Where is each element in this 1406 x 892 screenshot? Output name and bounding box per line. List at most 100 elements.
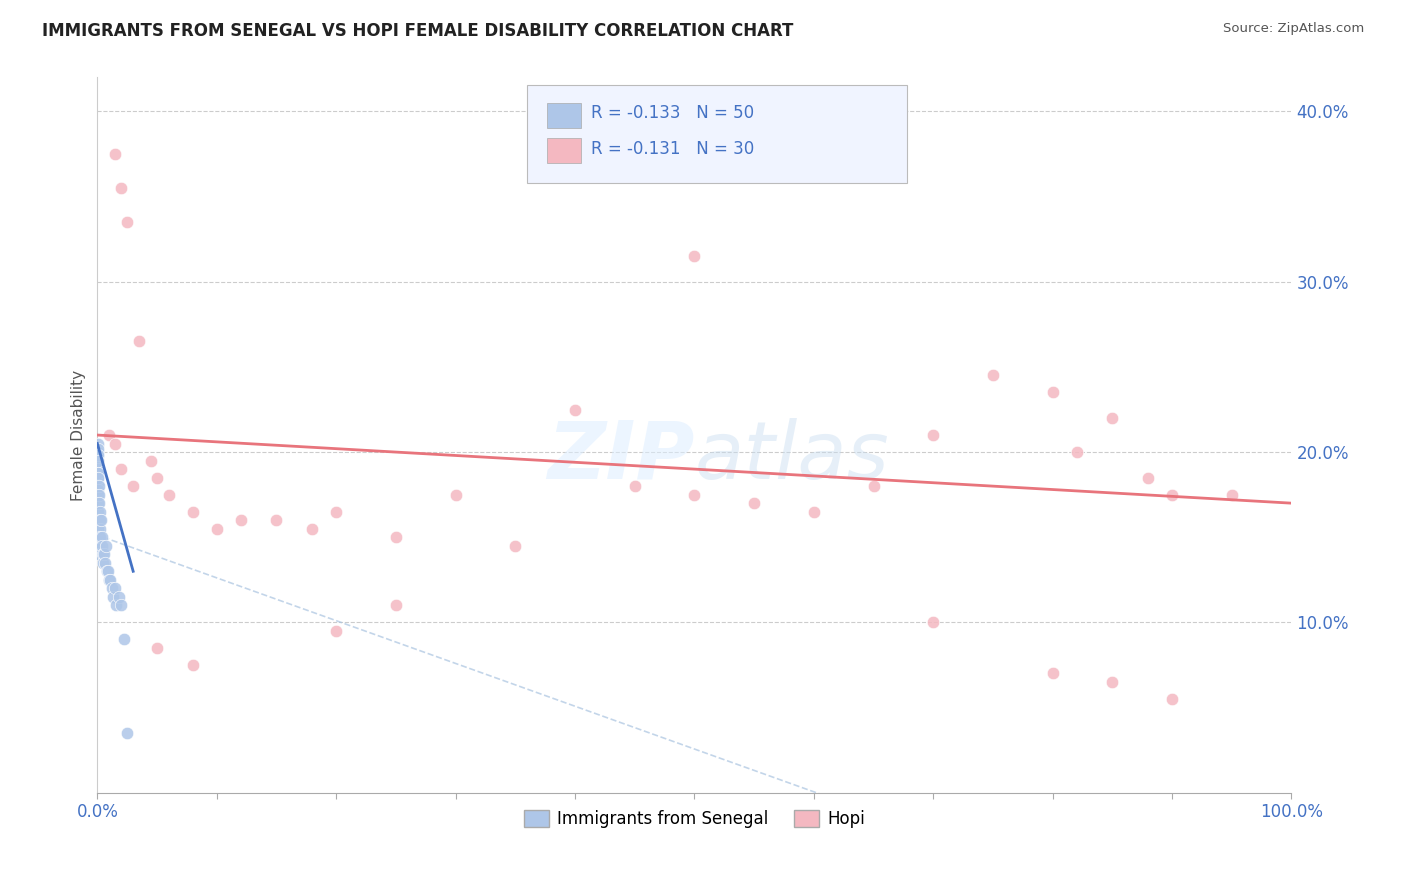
Point	[862, 479, 884, 493]
Point	[1101, 675, 1123, 690]
Point	[87, 453, 110, 467]
Point	[110, 599, 132, 613]
Point	[87, 442, 110, 456]
Point	[205, 522, 228, 536]
Point	[98, 573, 121, 587]
Point	[105, 599, 128, 613]
Point	[115, 215, 138, 229]
Point	[86, 445, 108, 459]
Point	[444, 488, 467, 502]
Point	[89, 522, 111, 536]
Point	[87, 462, 110, 476]
Point	[89, 530, 111, 544]
Point	[325, 505, 347, 519]
Point	[1042, 385, 1064, 400]
Point	[1101, 411, 1123, 425]
Point	[922, 428, 945, 442]
Point	[94, 539, 117, 553]
Point	[89, 547, 111, 561]
Point	[100, 573, 122, 587]
Point	[1220, 488, 1243, 502]
Point	[91, 556, 114, 570]
Point	[146, 640, 169, 655]
Text: R = -0.131   N = 30: R = -0.131 N = 30	[591, 140, 754, 158]
Point	[87, 449, 110, 463]
Point	[181, 505, 204, 519]
Point	[1137, 470, 1160, 484]
Point	[683, 488, 706, 502]
Point	[86, 466, 108, 480]
Point	[683, 249, 706, 263]
Text: atlas: atlas	[695, 417, 889, 495]
Point	[104, 436, 127, 450]
Point	[623, 479, 645, 493]
Point	[86, 436, 108, 450]
Text: R = -0.133   N = 50: R = -0.133 N = 50	[591, 104, 754, 122]
Point	[503, 539, 526, 553]
Point	[1066, 445, 1088, 459]
Point	[87, 522, 110, 536]
Point	[325, 624, 347, 638]
Point	[104, 147, 127, 161]
Point	[86, 458, 108, 473]
Point	[96, 564, 118, 578]
Point	[97, 564, 120, 578]
Point	[803, 505, 825, 519]
Point	[91, 539, 114, 553]
Point	[110, 181, 132, 195]
Text: Source: ZipAtlas.com: Source: ZipAtlas.com	[1223, 22, 1364, 36]
Point	[922, 615, 945, 630]
Point	[87, 453, 110, 467]
Point	[1161, 488, 1184, 502]
Point	[89, 505, 111, 519]
Text: ZIP: ZIP	[547, 417, 695, 495]
Point	[98, 428, 121, 442]
Text: IMMIGRANTS FROM SENEGAL VS HOPI FEMALE DISABILITY CORRELATION CHART: IMMIGRANTS FROM SENEGAL VS HOPI FEMALE D…	[42, 22, 793, 40]
Point	[87, 479, 110, 493]
Point	[86, 475, 108, 490]
Point	[90, 513, 112, 527]
Y-axis label: Female Disability: Female Disability	[72, 369, 86, 500]
Point	[87, 530, 110, 544]
Point	[91, 547, 114, 561]
Point	[87, 470, 110, 484]
Point	[385, 530, 408, 544]
Point	[93, 556, 115, 570]
Point	[146, 470, 169, 484]
Point	[87, 488, 110, 502]
Point	[122, 479, 145, 493]
Point	[742, 496, 765, 510]
Legend: Immigrants from Senegal, Hopi: Immigrants from Senegal, Hopi	[517, 803, 872, 834]
Point	[139, 453, 162, 467]
Point	[93, 547, 115, 561]
Point	[86, 449, 108, 463]
Point	[110, 462, 132, 476]
Point	[128, 334, 150, 349]
Point	[564, 402, 586, 417]
Point	[266, 513, 288, 527]
Point	[89, 513, 111, 527]
Point	[157, 488, 180, 502]
Point	[229, 513, 252, 527]
Point	[108, 590, 131, 604]
Point	[104, 582, 127, 596]
Point	[385, 599, 408, 613]
Point	[301, 522, 323, 536]
Point	[87, 488, 110, 502]
Point	[87, 466, 110, 480]
Point	[87, 513, 110, 527]
Point	[87, 496, 110, 510]
Point	[87, 483, 110, 497]
Point	[87, 505, 110, 519]
Point	[89, 496, 111, 510]
Point	[101, 590, 124, 604]
Point	[100, 582, 122, 596]
Point	[87, 470, 110, 484]
Point	[181, 657, 204, 672]
Point	[90, 530, 112, 544]
Point	[112, 632, 135, 647]
Point	[87, 539, 110, 553]
Point	[115, 726, 138, 740]
Point	[1042, 666, 1064, 681]
Point	[981, 368, 1004, 383]
